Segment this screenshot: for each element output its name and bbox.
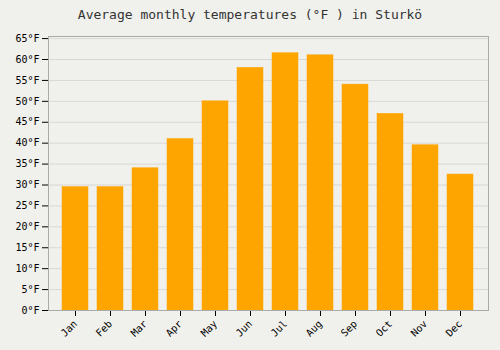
- svg-text:50°F: 50°F: [15, 96, 39, 107]
- svg-text:Nov: Nov: [409, 318, 430, 339]
- svg-text:45°F: 45°F: [15, 116, 39, 127]
- svg-text:Mar: Mar: [129, 318, 150, 339]
- svg-text:Jan: Jan: [59, 318, 80, 339]
- svg-text:60°F: 60°F: [15, 54, 39, 65]
- html-text:Average monthly temperatures (: Average monthly temperatures (°F ) in St…: [77, 7, 423, 22]
- svg-text:5°F: 5°F: [21, 284, 39, 295]
- svg-text:Sep: Sep: [339, 318, 360, 339]
- svg-text:20°F: 20°F: [15, 221, 39, 232]
- svg-text:0°F: 0°F: [21, 305, 39, 316]
- svg-text:40°F: 40°F: [15, 137, 39, 148]
- svg-text:Feb: Feb: [94, 318, 115, 339]
- svg-text:Jun: Jun: [234, 318, 255, 339]
- svg-text:15°F: 15°F: [15, 242, 39, 253]
- svg-text:10°F: 10°F: [15, 263, 39, 274]
- svg-text:35°F: 35°F: [15, 158, 39, 169]
- svg-text:May: May: [199, 318, 220, 339]
- svg-text:30°F: 30°F: [15, 179, 39, 190]
- svg-text:Jul: Jul: [269, 318, 290, 339]
- svg-text:25°F: 25°F: [15, 200, 39, 211]
- svg-text:Oct: Oct: [374, 318, 395, 339]
- svg-text:Aug: Aug: [304, 318, 325, 339]
- svg-text:Apr: Apr: [164, 318, 185, 339]
- svg-text:Dec: Dec: [444, 318, 465, 339]
- svg-text:55°F: 55°F: [15, 75, 39, 86]
- svg-text:65°F: 65°F: [15, 33, 39, 44]
